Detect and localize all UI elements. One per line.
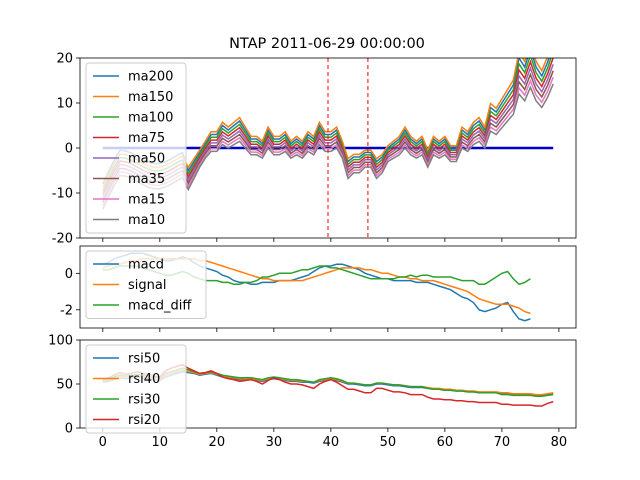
x-tick-label: 50	[380, 435, 397, 450]
legend-label: ma35	[128, 172, 165, 187]
legend-label: rsi20	[128, 413, 160, 428]
legend: rsi50 rsi40 rsi30 rsi20	[85, 344, 187, 434]
legend-label: ma150	[128, 90, 173, 105]
axes-frame	[79, 245, 577, 329]
chart-title: NTAP 2011-06-29 00:00:00	[229, 36, 425, 52]
legend-label: rsi40	[128, 372, 160, 387]
legend-label: ma100	[128, 111, 173, 126]
y-tick-label: 20	[56, 52, 73, 67]
y-tick-label: 0	[65, 422, 73, 437]
x-tick-label: 70	[494, 435, 511, 450]
macd-panel: -2 0 macd signal macd_diff	[60, 245, 577, 332]
legend-label: ma50	[128, 152, 165, 167]
x-tick-label: 40	[323, 435, 340, 450]
legend: ma200 ma150 ma100 ma75 ma50 ma35 ma15 ma10	[85, 62, 187, 234]
x-tick-label: 20	[209, 435, 226, 450]
y-tick-label: -2	[60, 303, 73, 318]
legend-label: ma75	[128, 131, 165, 146]
y-tick-label: 0	[65, 267, 73, 282]
legend-label: signal	[128, 278, 166, 293]
y-tick-label: -10	[52, 187, 73, 202]
legend-label: rsi50	[128, 352, 160, 367]
legend: macd signal macd_diff	[85, 250, 207, 319]
y-tick-label: 100	[48, 334, 73, 349]
x-tick-label: 80	[551, 435, 568, 450]
legend-label: rsi30	[128, 393, 160, 408]
legend-box	[85, 250, 207, 319]
y-tick-label: 10	[56, 97, 73, 112]
legend-label: ma10	[128, 213, 165, 228]
legend-label: ma15	[128, 193, 165, 208]
y-tick-label: 50	[56, 378, 73, 393]
legend-label: ma200	[128, 70, 173, 85]
x-tick-label: 60	[437, 435, 454, 450]
y-tick-label: 0	[65, 142, 73, 157]
legend-box	[85, 344, 187, 434]
price-ma-panel: -20-1001020ma200ma150ma100ma75ma50ma35ma…	[52, 52, 577, 247]
x-tick-label: 30	[266, 435, 283, 450]
y-tick-label: -20	[52, 232, 73, 247]
legend-label: macd_diff	[128, 299, 192, 314]
legend-box	[85, 62, 187, 234]
x-tick-label: 10	[152, 435, 169, 450]
x-tick-label: 0	[99, 435, 107, 450]
legend-label: macd	[128, 258, 164, 273]
